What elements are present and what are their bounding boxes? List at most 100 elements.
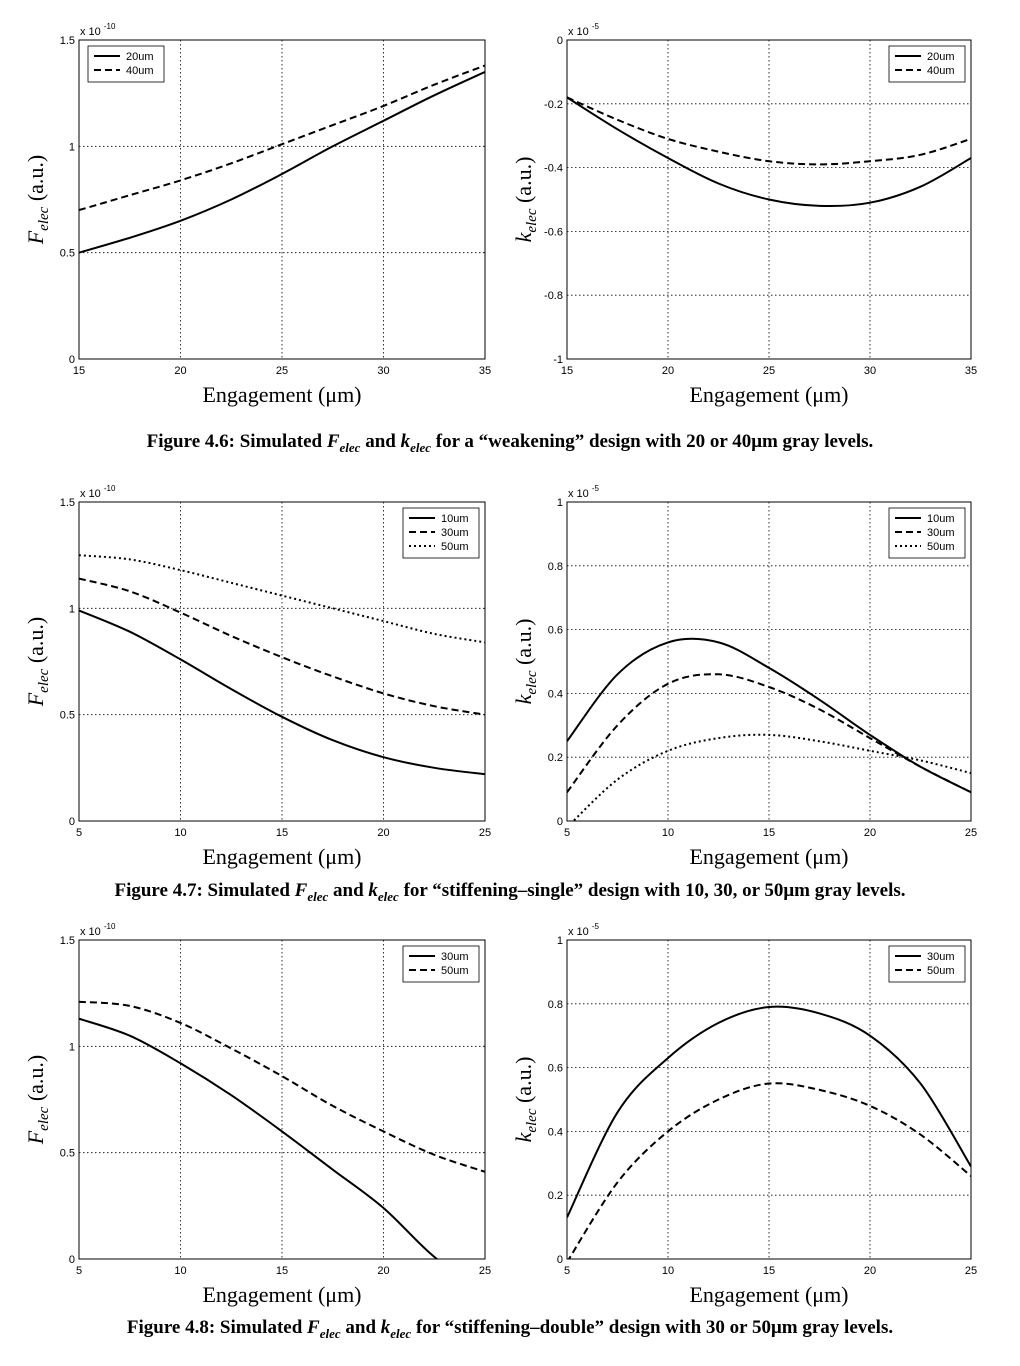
x-tick-label: 20 — [864, 1265, 876, 1277]
x-tick-label: 5 — [564, 1265, 570, 1277]
x-tick-label: 15 — [561, 365, 573, 377]
axis-exponent: x 10 -10 — [80, 922, 116, 938]
legend: 30um 50um — [888, 945, 966, 983]
legend-label: 50um — [441, 541, 469, 553]
x-axis-label: Engagement (μm) — [689, 382, 848, 407]
legend-label: 30um — [441, 527, 469, 539]
y-tick-label: 0.6 — [548, 625, 563, 637]
chart-3: 5 10 15 20 25 0 0.5 1 1.5 x 10 -10 10um 30um 50um Eng… — [23, 484, 491, 869]
x-tick-label: 10 — [174, 827, 186, 839]
y-tick-label: -1 — [553, 354, 563, 366]
series-line-10um — [567, 637, 971, 794]
series-line-10um — [79, 609, 485, 776]
y-tick-label: 1 — [557, 497, 563, 509]
axis-exponent: x 10 -5 — [568, 22, 600, 38]
x-tick-label: 20 — [377, 827, 389, 839]
plot-frame — [566, 501, 972, 822]
y-tick-label: -0.8 — [544, 290, 563, 302]
series-line-50um — [79, 1000, 485, 1173]
legend-box — [402, 945, 480, 983]
legend: 20um 40um — [87, 45, 165, 83]
series-line-50um — [572, 733, 971, 821]
y-tick-label: 0.4 — [548, 1126, 563, 1138]
y-tick-label: 0.5 — [60, 710, 75, 722]
x-tick-label: 10 — [662, 1265, 674, 1277]
series-line-30um — [79, 577, 485, 716]
chart-6: 5 10 15 20 25 0 0.2 0.4 0.6 0.8 1 x 10 -5 30um 50um En… — [511, 922, 977, 1307]
legend-label: 40um — [927, 65, 955, 77]
x-tick-label: 15 — [763, 1265, 775, 1277]
y-tick-label: 0 — [69, 816, 75, 828]
x-tick-label: 25 — [965, 827, 977, 839]
y-tick-label: 1 — [69, 141, 75, 153]
y-axis-label: kelec (a.u.) — [511, 619, 540, 705]
y-tick-label: -0.2 — [544, 99, 563, 111]
y-axis-label: Felec (a.u.) — [23, 155, 52, 246]
legend-label: 20um — [927, 51, 955, 63]
series-line-50um — [79, 554, 485, 644]
x-tick-label: 25 — [965, 1265, 977, 1277]
figure-4-6-caption: Figure 4.6: Simulated Felec and kelec fo… — [146, 431, 874, 455]
x-axis-label: Engagement (μm) — [202, 382, 361, 407]
y-tick-label: 1.5 — [60, 497, 75, 509]
legend-label: 40um — [126, 65, 154, 77]
y-tick-label: 0 — [557, 35, 563, 47]
series-line-30um — [567, 673, 971, 794]
x-tick-label: 20 — [174, 365, 186, 377]
y-axis-label: Felec (a.u.) — [23, 617, 52, 708]
y-axis-label: kelec (a.u.) — [511, 157, 540, 243]
y-axis-label: kelec (a.u.) — [511, 1057, 540, 1143]
axis-exponent: x 10 -5 — [568, 484, 600, 500]
legend-label: 50um — [927, 541, 955, 553]
chart-4: 5 10 15 20 25 0 0.2 0.4 0.6 0.8 1 x 10 -5 10um 30um 50… — [511, 484, 977, 869]
x-tick-label: 5 — [564, 827, 570, 839]
y-tick-label: 0 — [557, 816, 563, 828]
x-tick-label: 20 — [864, 827, 876, 839]
y-tick-label: 1 — [557, 935, 563, 947]
x-axis-label: Engagement (μm) — [202, 844, 361, 869]
legend-box — [888, 45, 966, 83]
x-tick-label: 5 — [76, 827, 82, 839]
y-tick-label: 0.8 — [548, 561, 563, 573]
x-tick-label: 15 — [276, 1265, 288, 1277]
x-tick-label: 35 — [965, 365, 977, 377]
y-tick-label: 0 — [69, 1254, 75, 1266]
legend-box — [888, 945, 966, 983]
y-axis-label: Felec (a.u.) — [23, 1055, 52, 1146]
x-tick-label: 25 — [763, 365, 775, 377]
legend-label: 30um — [441, 951, 469, 963]
y-tick-label: 1.5 — [60, 935, 75, 947]
legend-label: 10um — [441, 513, 469, 525]
x-axis-label: Engagement (μm) — [202, 1282, 361, 1307]
x-tick-label: 10 — [174, 1265, 186, 1277]
series-line-20um — [567, 96, 971, 208]
x-axis-label: Engagement (μm) — [689, 844, 848, 869]
x-tick-label: 25 — [276, 365, 288, 377]
x-tick-label: 15 — [73, 365, 85, 377]
legend-label: 50um — [441, 965, 469, 977]
series-line-30um — [79, 1017, 439, 1259]
x-tick-label: 30 — [377, 365, 389, 377]
axis-exponent: x 10 -10 — [80, 484, 116, 500]
legend-box — [87, 45, 165, 83]
series-line-30um — [567, 1005, 971, 1218]
chart-1: 15 20 25 30 35 0 0.5 1 1.5 x 10 -10 20um 40um Engage… — [23, 22, 491, 407]
chart-2: 15 20 25 30 35 -1 -0.8 -0.6 -0.4 -0.2 0 x 10 -5 20um… — [511, 22, 977, 407]
legend: 20um 40um — [888, 45, 966, 83]
x-tick-label: 25 — [479, 827, 491, 839]
y-tick-label: 0.8 — [548, 999, 563, 1011]
figure-4-7-caption: Figure 4.7: Simulated Felec and kelec fo… — [114, 880, 906, 904]
chart-5: 5 10 15 20 25 0 0.5 1 1.5 x 10 -10 30um 50um Engagem… — [23, 922, 491, 1307]
y-tick-label: 0 — [69, 354, 75, 366]
y-tick-label: 1 — [69, 603, 75, 615]
plot-frame — [78, 39, 486, 360]
axis-exponent: x 10 -10 — [80, 22, 116, 38]
legend-label: 30um — [927, 527, 955, 539]
x-tick-label: 20 — [377, 1265, 389, 1277]
plot-frame — [78, 501, 486, 822]
y-tick-label: -0.6 — [544, 226, 563, 238]
x-tick-label: 15 — [276, 827, 288, 839]
y-tick-label: 0.2 — [548, 1190, 563, 1202]
y-tick-label: 1 — [69, 1041, 75, 1053]
